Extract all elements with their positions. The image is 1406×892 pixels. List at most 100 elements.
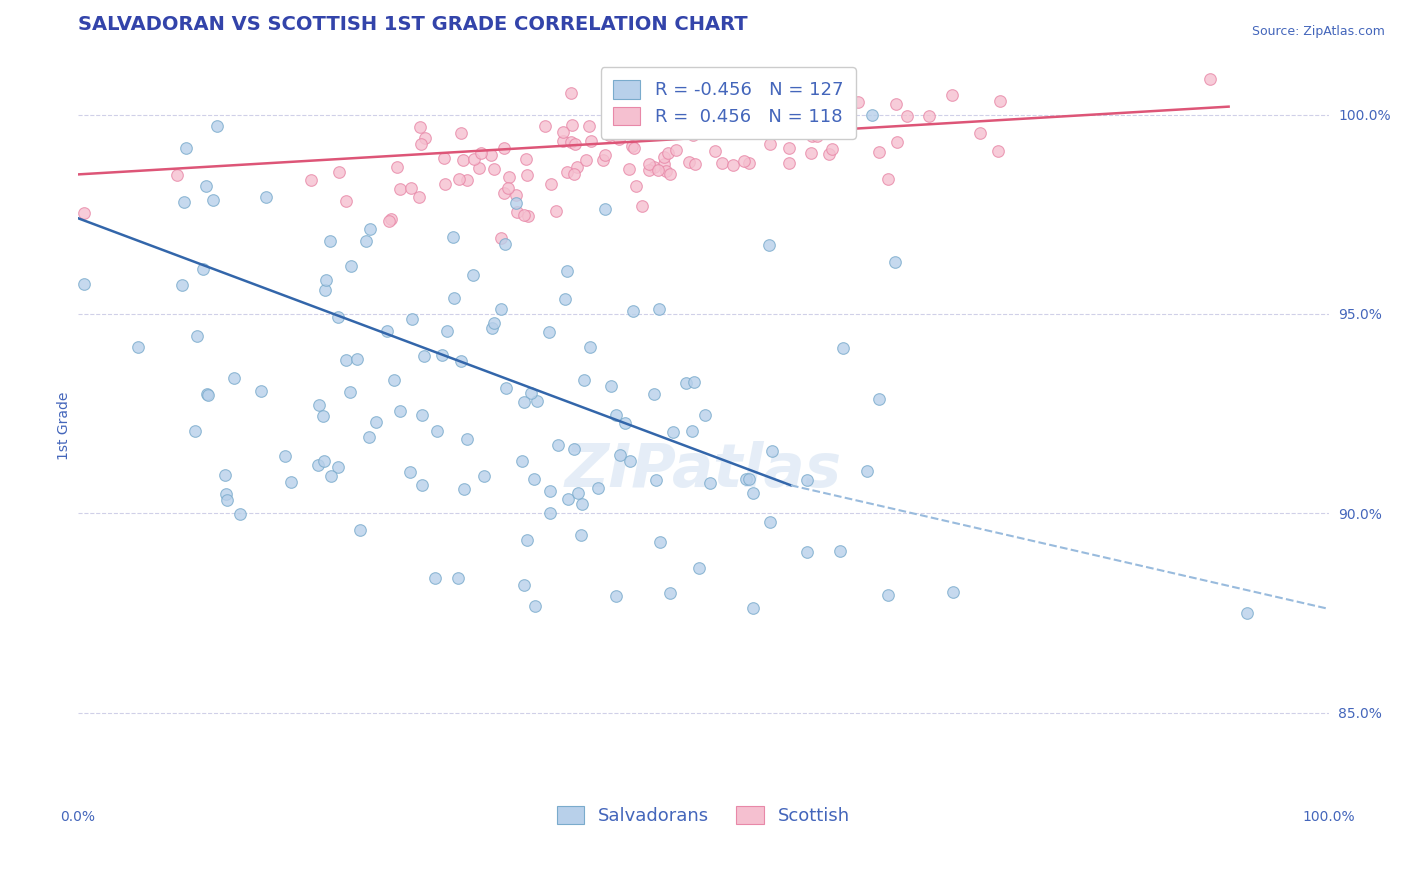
Point [740,79,762,94]
Point [761,443,783,458]
Point [205,120,228,134]
Point [335,194,357,208]
Point [643,160,665,174]
Point [662,425,685,439]
Point [356,235,378,249]
Point [796,473,818,487]
Point [512,208,534,222]
Point [484,162,506,177]
Point [562,442,585,456]
Point [482,316,505,330]
Point [638,157,661,171]
Point [328,165,350,179]
Point [728,107,751,121]
Point [593,202,616,216]
Point [682,375,704,389]
Point [513,578,536,592]
Point [614,416,637,430]
Point [494,186,516,200]
Point [326,460,349,475]
Point [703,145,725,159]
Point [876,172,898,186]
Point [359,429,381,443]
Point [195,179,218,194]
Point [557,492,579,507]
Point [453,482,475,496]
Point [382,373,405,387]
Point [346,351,368,366]
Point [648,302,671,317]
Point [166,169,188,183]
Point [877,588,900,602]
Point [683,157,706,171]
Point [447,571,470,585]
Point [515,153,537,167]
Point [638,162,661,177]
Point [491,301,513,316]
Point [409,136,432,151]
Point [411,408,433,422]
Point [818,146,841,161]
Point [411,477,433,491]
Point [451,153,474,168]
Point [711,156,734,170]
Point [495,381,517,395]
Point [538,506,561,520]
Point [319,234,342,248]
Point [734,471,756,485]
Point [554,292,576,306]
Point [574,373,596,387]
Point [73,206,96,220]
Point [761,95,783,110]
Point [463,152,485,166]
Point [832,342,855,356]
Point [513,395,536,409]
Point [658,77,681,91]
Point [315,273,337,287]
Point [307,458,329,473]
Point [806,129,828,144]
Point [716,110,738,124]
Point [605,408,627,422]
Point [433,177,456,191]
Point [468,161,491,175]
Point [426,424,449,438]
Point [560,135,582,149]
Point [389,181,412,195]
Point [650,534,672,549]
Point [727,116,749,130]
Point [1198,71,1220,86]
Point [657,146,679,161]
Point [249,384,271,399]
Point [326,310,349,324]
Y-axis label: 1st Grade: 1st Grade [58,392,72,459]
Point [472,469,495,483]
Point [603,123,626,137]
Point [441,230,464,244]
Point [759,515,782,529]
Point [312,454,335,468]
Point [562,167,585,181]
Point [214,467,236,482]
Point [623,141,645,155]
Point [506,204,529,219]
Point [796,545,818,559]
Point [555,264,578,278]
Point [896,109,918,123]
Point [607,132,630,146]
Point [941,87,963,102]
Point [621,304,644,318]
Point [711,120,734,134]
Point [631,199,654,213]
Point [681,425,703,439]
Point [311,409,333,423]
Point [619,162,641,177]
Point [274,449,297,463]
Point [624,179,647,194]
Point [551,124,574,138]
Point [449,172,471,186]
Point [339,259,361,273]
Point [538,484,561,499]
Point [728,78,751,93]
Point [754,126,776,140]
